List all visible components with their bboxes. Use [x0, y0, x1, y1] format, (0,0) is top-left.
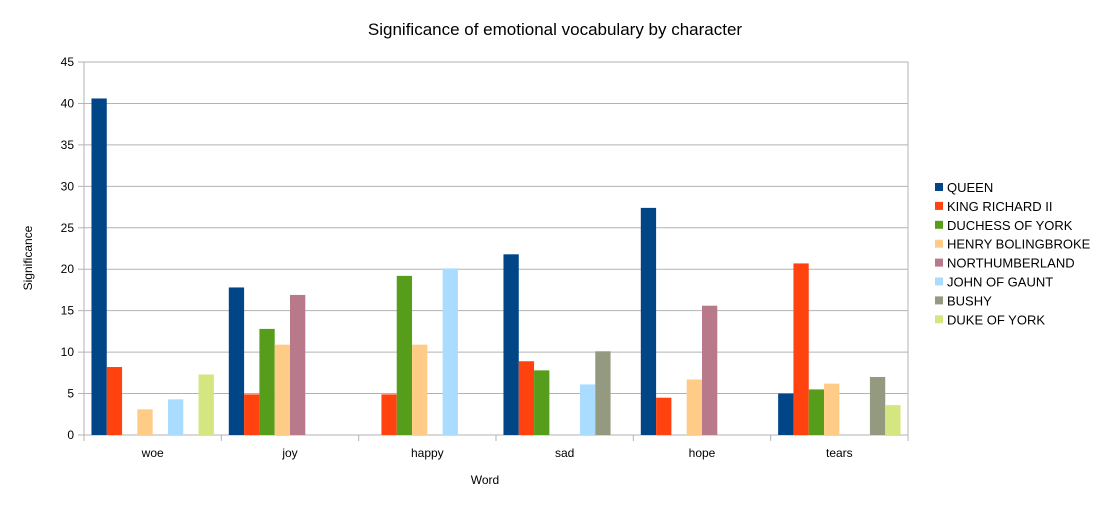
bar-sad-bushy — [595, 351, 611, 435]
y-tick-label: 5 — [67, 387, 74, 401]
bar-sad-john-of-gaunt — [579, 384, 596, 435]
bar-woe-duke-of-york — [198, 374, 214, 435]
bar-happy-king-richard-ii — [381, 394, 397, 435]
bar-joy-king-richard-ii — [244, 394, 260, 435]
bar-hope-henry-bolingbroke — [686, 379, 702, 435]
bar-tears-duke-of-york — [885, 405, 901, 435]
y-tick-label: 30 — [61, 179, 75, 193]
bar-joy-northumberland — [290, 294, 306, 435]
bar-tears-henry-bolingbroke — [824, 383, 840, 435]
legend-swatch — [935, 220, 943, 229]
x-tick-label: woe — [141, 446, 164, 460]
bar-happy-john-of-gaunt — [442, 268, 458, 435]
legend-label: HENRY BOLINGBROKE — [947, 237, 1091, 252]
bar-hope-northumberland — [702, 305, 718, 435]
y-tick-label: 0 — [67, 428, 74, 442]
bar-joy-duchess-of-york — [259, 328, 275, 435]
bar-happy-duchess-of-york — [396, 275, 413, 435]
bar-hope-queen — [640, 207, 657, 435]
bar-sad-duchess-of-york — [534, 370, 550, 435]
bar-happy-henry-bolingbroke — [412, 344, 428, 435]
x-tick-label: sad — [555, 446, 574, 460]
bar-woe-henry-bolingbroke — [137, 409, 153, 435]
legend-label: JOHN OF GAUNT — [947, 275, 1053, 290]
legend: QUEEN KING RICHARD II DUCHESS OF YORK HENRY… — [935, 180, 1091, 327]
y-tick-label: 45 — [61, 55, 75, 69]
bars — [91, 98, 901, 436]
bar-tears-queen — [778, 393, 794, 435]
x-tick-label: joy — [281, 446, 297, 460]
y-tick-label: 15 — [61, 304, 75, 318]
x-tick-label: tears — [826, 446, 853, 460]
legend-label: BUSHY — [947, 293, 992, 308]
y-tick-label: 20 — [61, 262, 75, 276]
x-tick-label: hope — [689, 446, 716, 460]
bar-tears-king-richard-ii — [793, 263, 809, 435]
legend-swatch — [935, 258, 943, 267]
y-tick-label: 25 — [61, 221, 75, 235]
y-tick-label: 40 — [61, 96, 75, 110]
legend-label: KING RICHARD II — [947, 199, 1052, 214]
y-tick-label: 35 — [61, 138, 75, 152]
legend-swatch — [935, 277, 943, 286]
bar-woe-john-of-gaunt — [167, 399, 184, 435]
chart-title: Significance of emotional vocabulary by … — [368, 20, 743, 39]
legend-swatch — [935, 239, 943, 248]
legend-swatch — [935, 315, 943, 324]
axes: 0 5 10 15 20 25 30 35 40 45 woe joy happy sad hope tear… — [61, 55, 909, 460]
legend-swatch — [935, 201, 943, 210]
y-tick-label: 10 — [61, 345, 75, 359]
x-tick-label: happy — [411, 446, 444, 460]
bar-tears-duchess-of-york — [808, 389, 825, 435]
bar-joy-queen — [228, 287, 245, 435]
legend-label: QUEEN — [947, 180, 993, 195]
legend-label: DUCHESS OF YORK — [947, 218, 1073, 233]
bar-tears-bushy — [869, 376, 886, 435]
legend-label: DUKE OF YORK — [947, 312, 1045, 327]
bar-sad-queen — [503, 254, 519, 435]
bar-joy-henry-bolingbroke — [274, 344, 290, 435]
bar-hope-king-richard-ii — [656, 397, 672, 435]
y-axis-title: Significance — [21, 225, 35, 290]
legend-label: NORTHUMBERLAND — [947, 256, 1075, 271]
legend-swatch — [935, 296, 943, 305]
bar-sad-king-richard-ii — [518, 361, 535, 435]
legend-swatch — [935, 183, 943, 191]
x-axis-title: Word — [471, 473, 499, 487]
bar-woe-king-richard-ii — [106, 367, 123, 435]
bar-woe-queen — [91, 98, 107, 436]
